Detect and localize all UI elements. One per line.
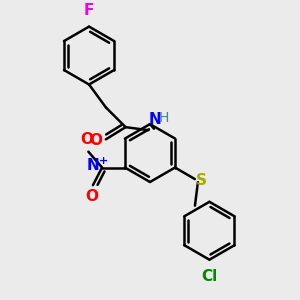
Text: H: H: [159, 111, 169, 125]
Text: S: S: [196, 172, 207, 188]
Text: -: -: [92, 136, 98, 150]
Text: O: O: [80, 132, 93, 147]
Text: O: O: [85, 190, 98, 205]
Text: N: N: [149, 112, 162, 127]
Text: N: N: [87, 158, 100, 173]
Text: +: +: [99, 155, 109, 166]
Text: O: O: [89, 134, 102, 148]
Text: F: F: [84, 3, 94, 18]
Text: Cl: Cl: [201, 269, 218, 284]
